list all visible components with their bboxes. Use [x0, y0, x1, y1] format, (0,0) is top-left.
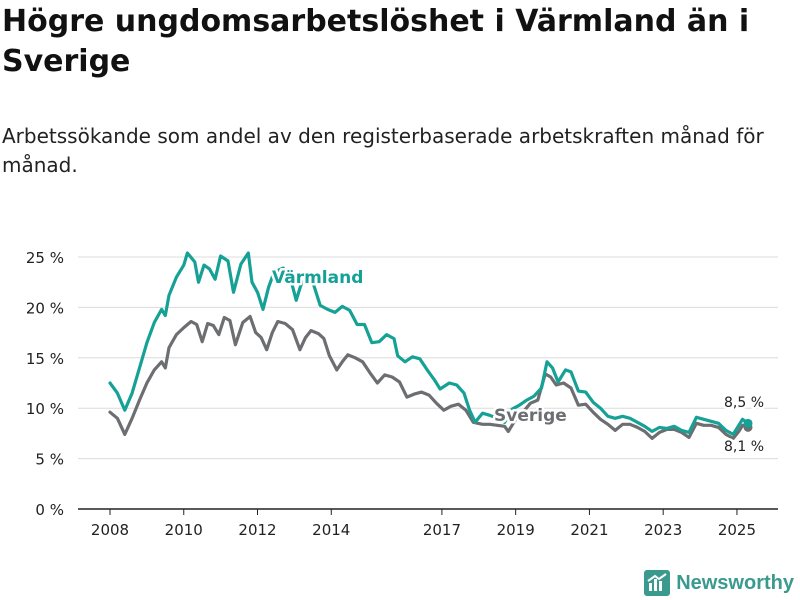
y-tick-label: 5 %: [35, 451, 64, 469]
brand-logo: Newsworthy: [644, 570, 794, 596]
end-point-värmland: [743, 418, 753, 428]
x-tick-label: 2023: [644, 521, 682, 539]
chart-subtitle: Arbetssökande som andel av den registerb…: [2, 124, 764, 177]
y-tick-label: 10 %: [26, 400, 64, 418]
y-tick-label: 20 %: [26, 299, 64, 317]
x-axis: 2008 2010 2012 2014 2017 2019 2021 2023 2025: [91, 509, 756, 539]
series-line-värmland: [108, 251, 750, 436]
x-tick-label: 2014: [312, 521, 350, 539]
x-tick-label: 2017: [423, 521, 461, 539]
x-tick-label: 2012: [238, 521, 276, 539]
newsworthy-icon: [644, 570, 671, 596]
y-tick-label: 15 %: [26, 350, 64, 368]
series-label-varmland: Värmland: [272, 268, 363, 288]
chart-title: Högre ungdomsarbetslöshet i Värmland än …: [2, 4, 750, 79]
series-label-sverige: Sverige: [494, 406, 567, 426]
grid-layer: 0 % 5 % 10 % 15 % 20 % 25 %: [26, 249, 778, 519]
end-label-varmland: 8,5 %: [724, 395, 764, 411]
y-tick-label: 0 %: [35, 501, 64, 519]
series-layer: [108, 251, 753, 440]
label-layer: Värmland Sverige 8,5 % 8,1 %: [270, 266, 767, 458]
series-line-sverige: [108, 314, 750, 440]
x-tick-label: 2010: [165, 521, 203, 539]
y-tick-label: 25 %: [26, 249, 64, 267]
brand-name: Newsworthy: [676, 571, 794, 594]
x-tick-label: 2021: [570, 521, 608, 539]
x-tick-label: 2019: [497, 521, 535, 539]
x-tick-label: 2008: [91, 521, 129, 539]
end-label-sverige: 8,1 %: [724, 439, 764, 455]
x-tick-label: 2025: [718, 521, 756, 539]
